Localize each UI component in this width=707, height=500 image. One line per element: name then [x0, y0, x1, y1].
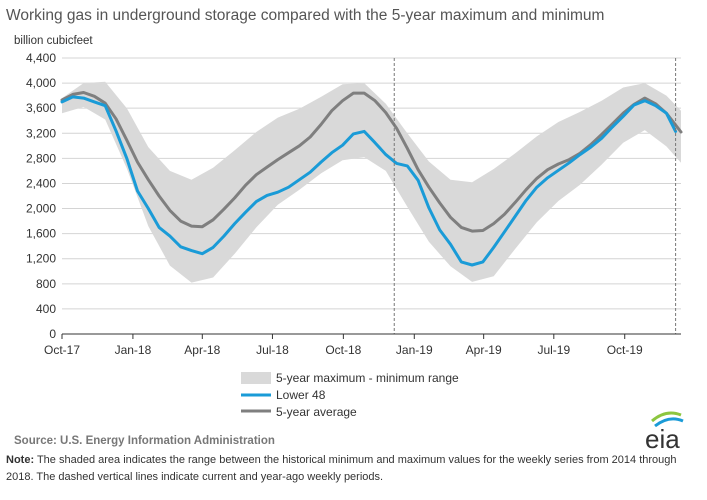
y-tick-label: 0 [49, 327, 56, 341]
reference-lines [393, 58, 677, 334]
y-tick-label: 2,000 [26, 202, 56, 216]
y-tick-label: 2,400 [26, 176, 56, 190]
y-tick-label: 1,200 [26, 252, 56, 266]
series-lines [60, 91, 683, 267]
x-tick-label: Oct-18 [325, 343, 361, 357]
note-text: The shaded area indicates the range betw… [6, 454, 677, 483]
logo-text: eia [645, 424, 680, 452]
series-line-lower48 [60, 95, 678, 267]
legend-label-lower48: Lower 48 [276, 388, 326, 402]
y-tick-label: 2,800 [26, 151, 56, 165]
series-line-5yr-average [60, 91, 683, 233]
y-tick-label: 3,600 [26, 101, 56, 115]
range-band [62, 81, 681, 283]
x-tick-label: Jan-18 [115, 343, 152, 357]
note-label: Note: [6, 454, 35, 466]
chart: Working gas in underground storage compa… [6, 7, 684, 452]
y-tick-label: 4,400 [26, 51, 56, 65]
x-tick-label: Oct-19 [607, 343, 643, 357]
x-tick-label: Jul-18 [256, 343, 289, 357]
legend: 5-year maximum - minimum range Lower 48 … [241, 371, 459, 419]
source-text: Source: U.S. Energy Information Administ… [14, 435, 275, 447]
legend-label-average: 5-year average [276, 405, 357, 419]
y-axis-label: billion cubicfeet [14, 35, 93, 47]
legend-swatch-range [241, 372, 271, 384]
x-tick-label: Apr-18 [184, 343, 220, 357]
y-tick-label: 4,000 [26, 76, 56, 90]
y-tick-label: 400 [36, 302, 56, 316]
y-tick-label: 800 [36, 277, 56, 291]
note: Note: The shaded area indicates the rang… [6, 452, 701, 486]
eia-logo: eia [645, 411, 684, 452]
axes: 0 400 800 1,200 1,600 2,000 2,400 2,800 3,200 3,6… [26, 51, 681, 357]
x-tick-label: Jan-19 [396, 343, 433, 357]
legend-label-range: 5-year maximum - minimum range [276, 371, 459, 385]
logo-arc-green [651, 411, 682, 423]
x-tick-label: Jul-19 [537, 343, 570, 357]
x-tick-label: Oct-17 [44, 343, 80, 357]
logo-arc-blue [654, 417, 684, 428]
y-tick-label: 1,600 [26, 227, 56, 241]
range-band-area [62, 81, 681, 283]
y-tick-label: 3,200 [26, 126, 56, 140]
x-tick-label: Apr-19 [466, 343, 502, 357]
chart-title: Working gas in underground storage compa… [6, 7, 604, 24]
